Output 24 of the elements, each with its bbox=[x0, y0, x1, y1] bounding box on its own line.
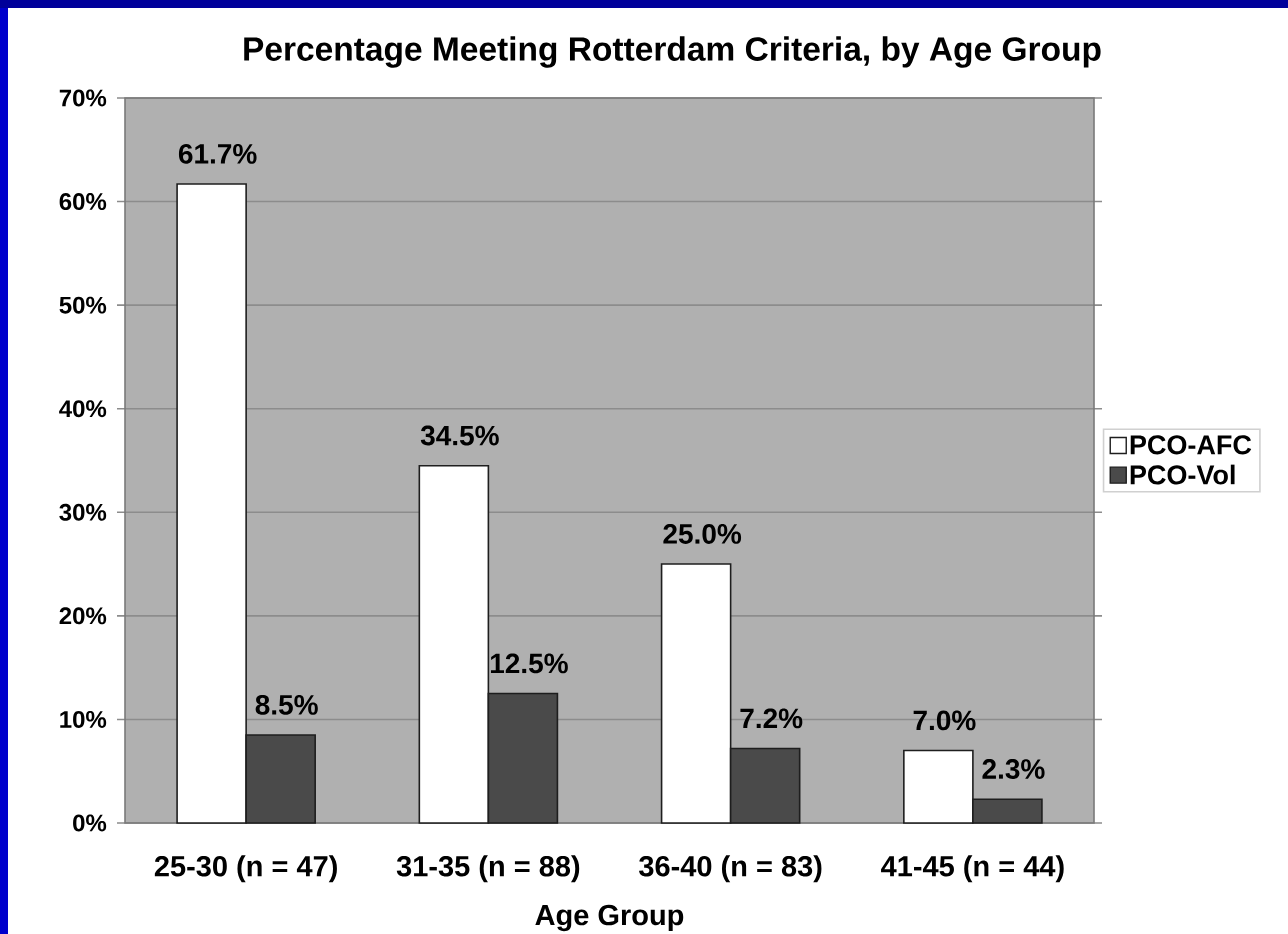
y-tick-label: 70% bbox=[59, 89, 107, 107]
data-label: 61.7% bbox=[178, 143, 257, 164]
chart-title: Percentage Meeting Rotterdam Criteria, by Age Group bbox=[244, 36, 1101, 68]
x-tick-label: 25-30 (n = 47) bbox=[154, 855, 337, 883]
x-tick-label: 41-45 (n = 44) bbox=[881, 855, 1064, 883]
legend-label: PCO-Vol bbox=[1130, 464, 1235, 485]
x-axis-title: Age Group bbox=[535, 904, 684, 932]
y-tick-label: 60% bbox=[59, 193, 107, 211]
data-label: 25.0% bbox=[663, 524, 742, 544]
data-label: 7.2% bbox=[740, 708, 803, 729]
data-label: 12.5% bbox=[490, 653, 568, 674]
y-tick-label: 40% bbox=[59, 400, 107, 418]
data-label: 8.5% bbox=[255, 694, 318, 715]
y-tick-label: 0% bbox=[73, 814, 107, 832]
data-label: 34.5% bbox=[420, 425, 499, 446]
y-tick-label: 20% bbox=[59, 607, 107, 625]
x-tick-label: 31-35 (n = 88) bbox=[396, 855, 580, 883]
y-tick-label: 50% bbox=[59, 296, 107, 314]
y-tick-label: 10% bbox=[60, 710, 107, 728]
y-tick-label: 30% bbox=[59, 503, 107, 521]
data-label: 7.0% bbox=[913, 710, 976, 731]
data-label: 2.3% bbox=[982, 759, 1045, 779]
x-tick-label: 36-40 (n = 83) bbox=[639, 855, 822, 883]
legend-label: PCO-AFC bbox=[1130, 435, 1252, 455]
